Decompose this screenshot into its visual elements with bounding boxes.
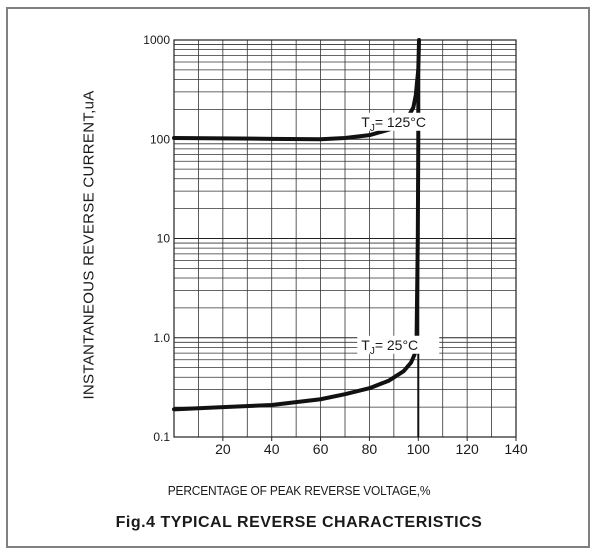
x-tick-label: 120 (455, 441, 479, 457)
x-tick-label: 20 (215, 441, 231, 457)
series-label-tj-25c: TJ= 25°C (361, 337, 418, 357)
plot-border (173, 39, 517, 438)
y-axis-title: INSTANTANEOUS REVERSE CURRENT,uA (80, 90, 98, 400)
y-tick-label: 10 (157, 232, 171, 246)
y-tick-label: 100 (150, 132, 170, 146)
x-tick-label: 40 (264, 441, 280, 457)
y-tick-label: 1.0 (153, 331, 170, 345)
x-tick-label: 80 (362, 441, 378, 457)
tick-labels: 20 40 60 80 100 120 140 0.1 1.0 10 100 1000 (143, 33, 528, 457)
x-axis-title: PERCENTAGE OF PEAK REVERSE VOLTAGE,% (167, 483, 431, 498)
x-tick-label: 60 (313, 441, 329, 457)
axes (173, 39, 517, 438)
figure-frame (6, 7, 590, 548)
series-label-tj-125c: TJ= 125°C (361, 114, 426, 134)
x-tick-label: 100 (407, 441, 431, 457)
series-label-bg (357, 112, 440, 131)
y-tick-label: 0.1 (153, 430, 170, 444)
series-labels: TJ= 125°C TJ= 25°C (357, 112, 440, 357)
y-tick-label: 1000 (143, 33, 170, 47)
figure-title: Fig.4 TYPICAL REVERSE CHARACTERISTICS (115, 514, 483, 531)
series-label-bg (357, 335, 440, 354)
x-tick-label: 140 (504, 441, 528, 457)
